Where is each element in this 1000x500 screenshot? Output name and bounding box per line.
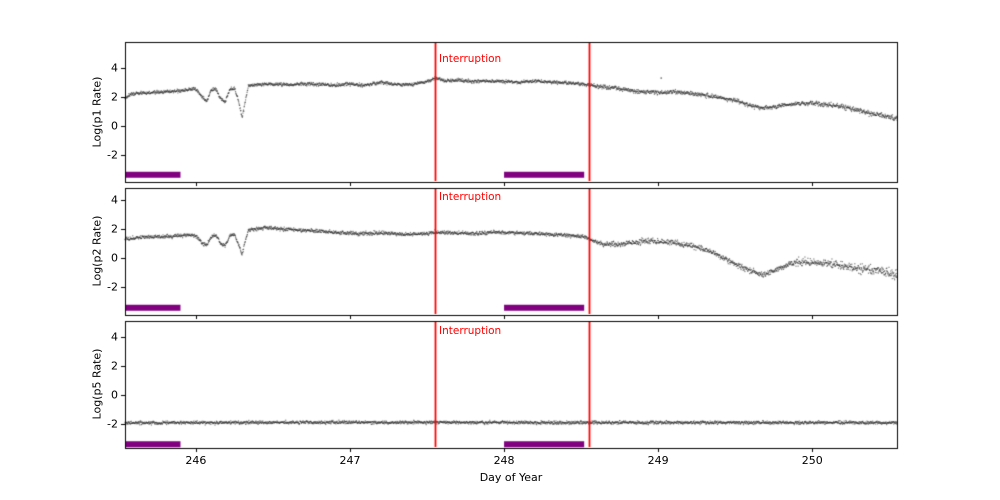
x-tick-label: 247 [339, 454, 361, 467]
x-tick-label: 249 [647, 454, 669, 467]
y-tick-label: 0 [111, 251, 118, 265]
y-tick-label: 2 [111, 222, 118, 236]
x-tick-label: 250 [801, 454, 823, 467]
y-tick-label: -2 [107, 148, 118, 162]
y-tick-label: 0 [111, 388, 118, 402]
y-tick-label: -2 [107, 417, 118, 431]
x-tick-label: 248 [493, 454, 515, 467]
x-axis-label: Day of Year [479, 471, 543, 484]
y-tick-label: 4 [111, 193, 118, 207]
y-tick-label: 4 [111, 330, 118, 344]
x-tick-label: 246 [185, 454, 207, 467]
y-tick-label: -2 [107, 280, 118, 294]
y-axis-label-p1: Log(p1 Rate) [90, 76, 104, 148]
y-tick-label: 0 [111, 119, 118, 133]
y-tick-label: 4 [111, 61, 118, 75]
y-axis-label-p5: Log(p5 Rate) [90, 348, 104, 420]
interruption-label-p2: Interruption [439, 191, 502, 203]
interruption-label-p5: Interruption [439, 325, 502, 337]
interruption-label-p1: Interruption [439, 53, 502, 65]
y-tick-label: 2 [111, 359, 118, 373]
y-axis-label-p2: Log(p2 Rate) [90, 215, 104, 287]
y-tick-label: 2 [111, 90, 118, 104]
